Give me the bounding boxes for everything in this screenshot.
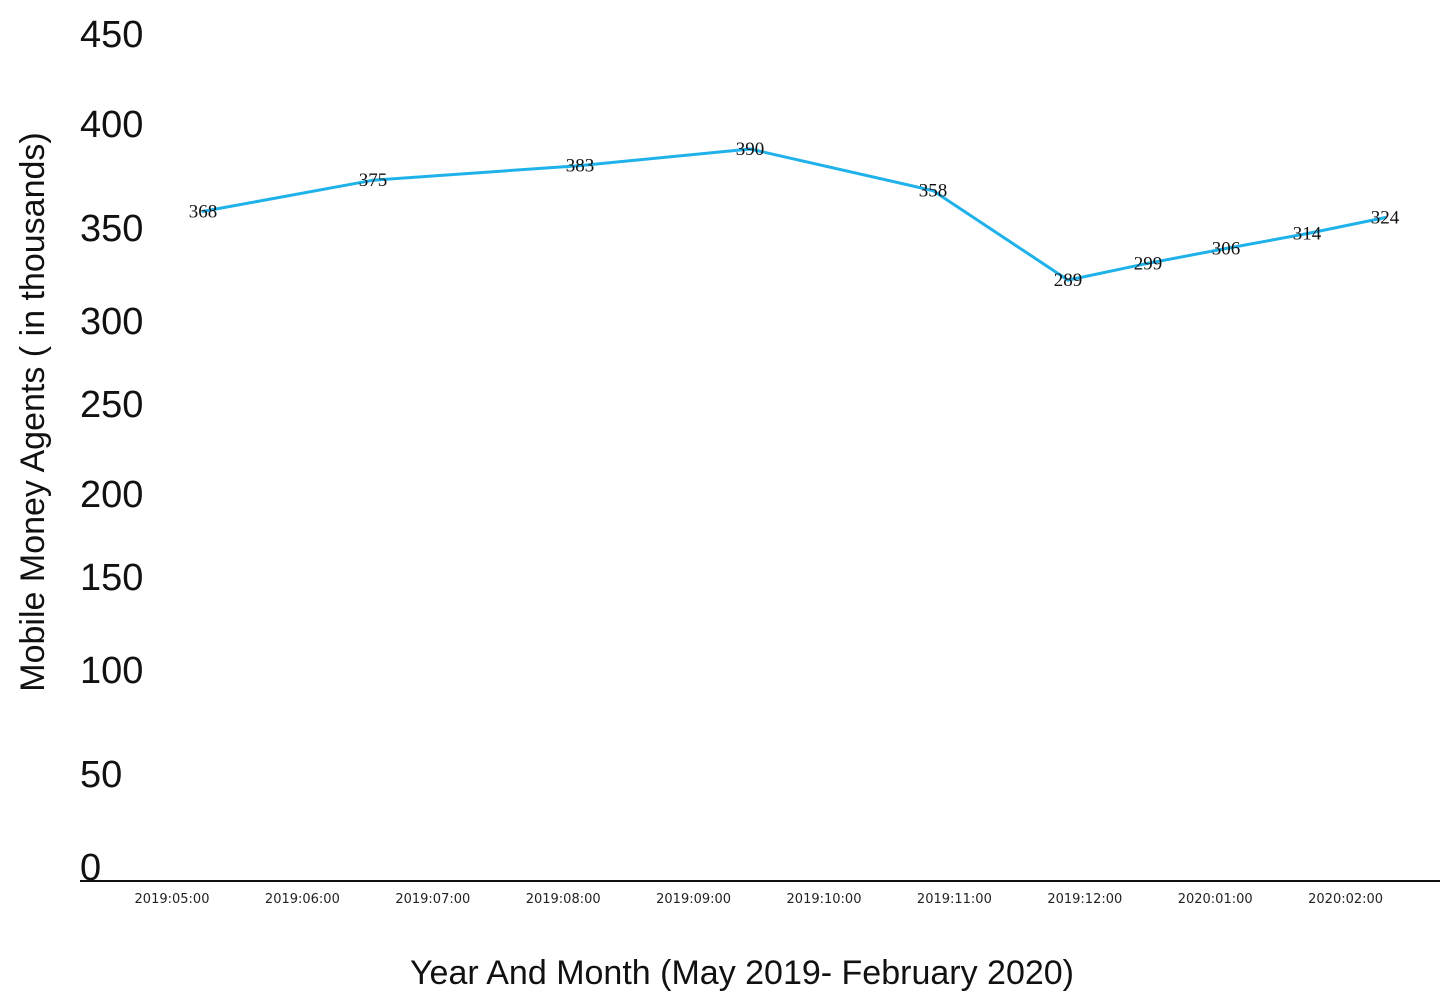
data-labels: 368 375 383 390 358 289 299 306 314 324 — [189, 139, 1400, 291]
data-label: 289 — [1054, 270, 1083, 291]
y-axis-ticks: 0 50 100 150 200 250 300 350 400 450 — [80, 14, 143, 889]
data-point — [1066, 278, 1070, 282]
x-tick-label: 2020:02:00 — [1308, 892, 1383, 907]
y-tick-label: 150 — [80, 557, 143, 599]
x-axis-ticks: 2019:05:00 2019:06:00 2019:07:00 2019:08:00… — [135, 892, 1384, 907]
data-point — [1224, 247, 1228, 250]
series-group — [201, 147, 1387, 282]
data-label: 324 — [1371, 208, 1400, 229]
y-tick-label: 100 — [80, 650, 143, 692]
x-tick-label: 2019:08:00 — [526, 892, 601, 907]
x-tick-label: 2019:10:00 — [787, 892, 862, 907]
data-point — [371, 178, 375, 182]
data-point — [748, 147, 752, 151]
y-tick-label: 250 — [80, 384, 143, 426]
y-tick-label: 450 — [80, 14, 143, 56]
data-label: 383 — [566, 156, 595, 177]
data-point — [1383, 216, 1387, 220]
y-tick-label: 400 — [80, 104, 143, 146]
y-tick-label: 200 — [80, 474, 143, 516]
x-tick-label: 2019:09:00 — [656, 892, 731, 907]
data-label: 299 — [1134, 253, 1163, 274]
y-tick-label: 300 — [80, 301, 143, 343]
data-label: 375 — [359, 170, 388, 191]
x-tick-label: 2019:05:00 — [135, 892, 210, 907]
y-tick-label: 350 — [80, 208, 143, 250]
x-tick-label: 2019:11:00 — [917, 892, 992, 907]
data-label: 390 — [736, 139, 765, 160]
data-point — [1146, 261, 1150, 265]
data-label: 358 — [919, 181, 948, 202]
data-point — [578, 164, 582, 168]
data-label: 368 — [189, 201, 218, 222]
x-tick-label: 2019:06:00 — [265, 892, 340, 907]
series-line — [202, 147, 1386, 282]
y-tick-label: 50 — [80, 754, 122, 796]
data-point — [1305, 232, 1309, 236]
x-axis-title: Year And Month (May 2019- February 2020) — [410, 954, 1074, 992]
x-tick-label: 2019:12:00 — [1047, 892, 1122, 907]
y-tick-label: 0 — [80, 847, 101, 889]
x-tick-label: 2020:01:00 — [1178, 892, 1253, 907]
x-tick-label: 2019:07:00 — [395, 892, 470, 907]
data-point — [201, 209, 205, 213]
data-point — [931, 189, 935, 193]
data-label: 306 — [1212, 239, 1241, 260]
y-axis-title: Mobile Money Agents ( in thousands) — [14, 132, 52, 691]
data-label: 314 — [1293, 224, 1322, 245]
